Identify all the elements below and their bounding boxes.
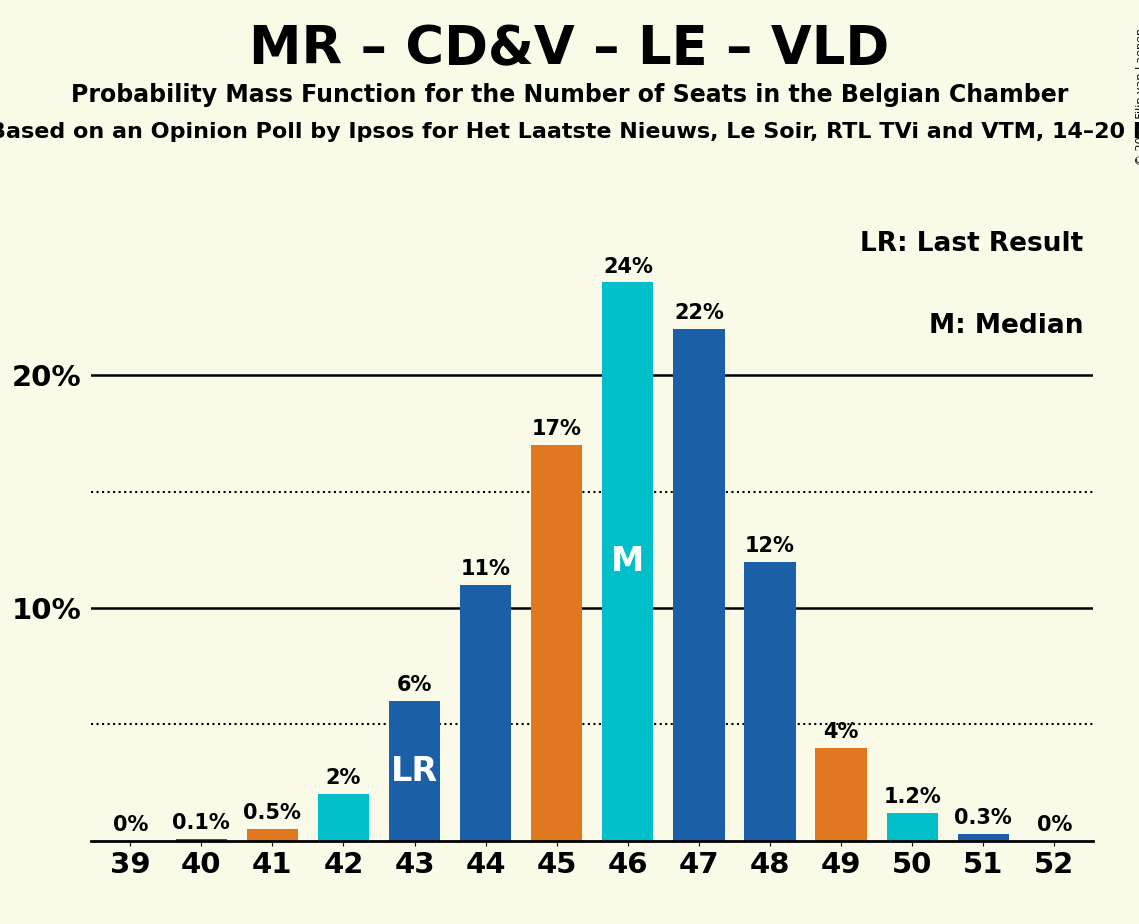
Text: 12%: 12% xyxy=(745,536,795,555)
Text: 0.5%: 0.5% xyxy=(244,803,302,823)
Text: 17%: 17% xyxy=(532,419,582,440)
Text: 1.2%: 1.2% xyxy=(883,787,941,807)
Text: M: Median: M: Median xyxy=(929,313,1083,339)
Bar xyxy=(318,795,369,841)
Text: 0%: 0% xyxy=(1036,815,1072,835)
Bar xyxy=(958,833,1009,841)
Text: LR: Last Result: LR: Last Result xyxy=(860,231,1083,258)
Bar xyxy=(460,585,511,841)
Text: 6%: 6% xyxy=(396,675,433,696)
Bar xyxy=(745,562,795,841)
Text: 11%: 11% xyxy=(460,559,510,579)
Text: Probability Mass Function for the Number of Seats in the Belgian Chamber: Probability Mass Function for the Number… xyxy=(71,83,1068,107)
Text: 0.3%: 0.3% xyxy=(954,808,1013,828)
Bar xyxy=(886,813,937,841)
Bar xyxy=(390,701,440,841)
Text: 24%: 24% xyxy=(603,257,653,276)
Text: M: M xyxy=(612,545,645,578)
Bar xyxy=(531,445,582,841)
Text: 0.1%: 0.1% xyxy=(172,813,230,833)
Bar xyxy=(673,329,724,841)
Text: LR: LR xyxy=(391,755,439,787)
Bar xyxy=(603,283,654,841)
Bar xyxy=(175,838,227,841)
Text: Based on an Opinion Poll by Ipsos for Het Laatste Nieuws, Le Soir, RTL TVi and V: Based on an Opinion Poll by Ipsos for He… xyxy=(0,122,1139,142)
Text: 22%: 22% xyxy=(674,303,724,323)
Bar xyxy=(247,829,298,841)
Text: © 2024 Filip van Laenen: © 2024 Filip van Laenen xyxy=(1136,28,1139,164)
Text: 2%: 2% xyxy=(326,769,361,788)
Text: 4%: 4% xyxy=(823,722,859,742)
Bar xyxy=(816,748,867,841)
Text: MR – CD&V – LE – VLD: MR – CD&V – LE – VLD xyxy=(249,23,890,75)
Text: 0%: 0% xyxy=(113,815,148,835)
